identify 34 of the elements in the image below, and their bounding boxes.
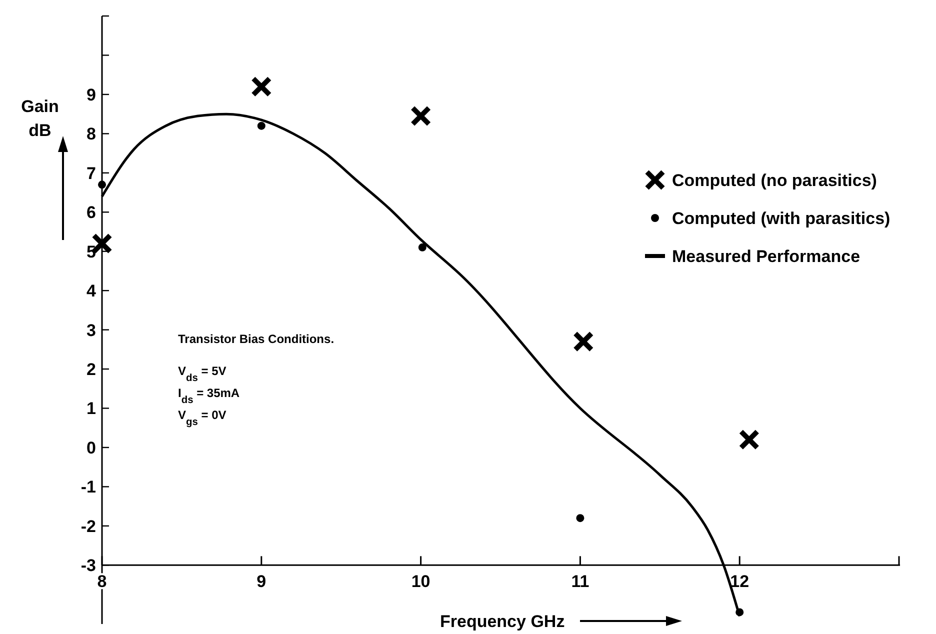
annotation: Transistor Bias Conditions. xyxy=(178,332,334,346)
point xyxy=(250,76,272,98)
y-tick-label: -1 xyxy=(80,478,96,497)
y-tick-label: 0 xyxy=(86,438,96,458)
point xyxy=(418,243,426,252)
y-tick-label: 4 xyxy=(86,282,97,301)
y-tick-label: 2 xyxy=(86,360,96,379)
y-tick-label: 3 xyxy=(86,320,96,340)
y-tick-label: 8 xyxy=(86,124,96,144)
y-tick-label: 9 xyxy=(86,85,96,104)
point xyxy=(572,331,594,352)
point xyxy=(257,122,266,130)
legend-label: Measured Performance xyxy=(672,246,860,266)
annotation: V$_{gs}$ = 0V xyxy=(178,408,226,428)
point xyxy=(98,180,106,189)
x-axis-title: Frequency GHz xyxy=(440,612,565,631)
y-axis-title: Gain dB xyxy=(21,97,59,140)
y-tick-label: 6 xyxy=(86,203,96,222)
legend-label: Computed (no parasitics) xyxy=(672,170,877,190)
x-tick-label: 10 xyxy=(411,572,430,592)
legend-label: Computed (with parasitics) xyxy=(672,208,890,228)
x-tick-label: 11 xyxy=(571,572,590,592)
point xyxy=(576,514,584,522)
point xyxy=(410,106,432,127)
annotation: V$_{ds}$ = 5V xyxy=(178,364,226,384)
y-tick-label: -2 xyxy=(80,516,96,536)
x-tick-label: 12 xyxy=(730,572,750,592)
annotation: I$_{ds}$ = 35mA xyxy=(178,386,240,406)
y-tick-label: 1 xyxy=(86,399,96,418)
y-tick-label: 7 xyxy=(86,164,96,183)
x-tick-label: 9 xyxy=(256,572,266,592)
y-tick-label: -3 xyxy=(80,556,96,576)
point xyxy=(738,429,760,450)
y-tick-label: 5 xyxy=(86,242,96,262)
